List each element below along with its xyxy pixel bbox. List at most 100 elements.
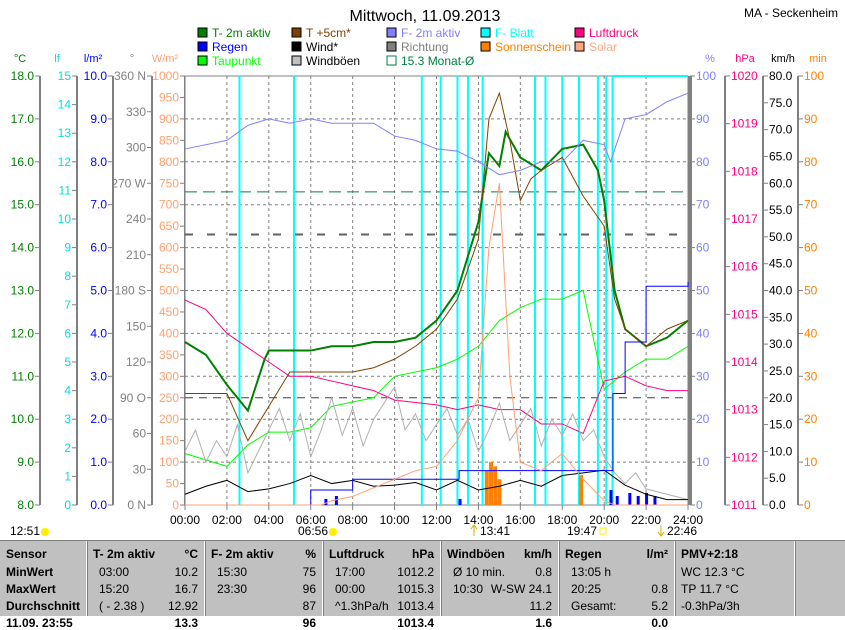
table-cell: 17:00 [335,565,366,579]
sunshine-bar [579,474,584,505]
legend-swatch [574,27,585,38]
temp-tick-label: 17.0 [11,112,35,126]
plot-frame [184,75,689,506]
table-cell: 0.0 [651,616,668,630]
wind-tick-label: 40.0 [769,284,793,298]
column-header: Regen [565,547,602,561]
sun-tick-label: 10 [804,455,818,469]
legend-swatch [386,41,397,52]
table-cell: Gesamt: [571,599,617,613]
table-cell: 15:20 [99,582,130,596]
legend-swatch [291,27,302,38]
wind-tick-label: 25.0 [769,364,793,378]
legend-label: T- 2m aktiv [212,26,271,40]
rain-tick-label: 10.0 [84,69,108,83]
sunset-time: 19:47 [567,524,597,538]
press-axis-unit: hPa [735,53,755,65]
temp-tick-label: 8.0 [17,498,34,512]
rain-tick-label: 5.0 [90,284,107,298]
sun-tick-label: 40 [804,326,818,340]
table-cell: 96 [302,616,316,630]
table-cell: 75 [302,565,316,579]
x-tick-label: 16:00 [505,513,535,527]
x-tick-label: 24:00 [673,513,703,527]
press-tick-label: 1016 [731,260,758,274]
hum-tick-label: 50 [696,284,710,298]
leaf-tick-label: 6 [64,326,71,340]
rain-bar [615,496,619,505]
solar-tick-label: 250 [159,391,179,405]
solar-tick-label: 500 [159,284,179,298]
table-cell: 1013.4 [397,616,434,630]
leaf-tick-label: 11 [59,183,72,197]
column-header: Windböen [447,547,505,561]
press-tick-label: 1014 [731,355,758,369]
axes: °C8.09.010.011.012.013.014.015.016.017.0… [11,53,827,512]
hum-tick-label: 30 [696,369,710,383]
rain-tick-label: 7.0 [90,198,107,212]
legend-swatch [291,41,302,52]
moon-time: 22:46 [667,524,697,538]
table-cell: 10.2 [174,565,198,579]
table-column: Luftdruck hPa 17:00 1012.2 00:00 1015.3 ^1.3hP… [323,541,441,630]
dir-tick-label: 330 [126,105,146,119]
column-header: T- 2m aktiv [93,547,156,561]
table-cell: TP 11.7 °C [681,582,739,596]
legend-swatch [574,41,585,52]
solar-tick-label: 150 [159,434,179,448]
wind-axis-unit: km/h [771,53,795,65]
table-cell: 15:30 [217,565,248,579]
press-tick-label: 1013 [731,403,758,417]
wind-tick-label: 60.0 [769,176,793,190]
column-unit: hPa [411,547,434,561]
legend: T- 2m aktiv T +5cm* F- 2m aktiv F- Blatt Luf… [197,26,639,68]
table-cell: 20:25 [571,582,602,596]
table-cell: W-SW 24.1 [490,582,552,596]
rain-tick-label: 6.0 [90,241,107,255]
wind-tick-label: 65.0 [769,149,793,163]
sunrise-time: 06:56 [298,524,328,538]
table-cell: 1015.3 [397,582,434,596]
table-column: PMV+2:18 WC 12.3 °C TP 11.7 °C -0.3hPa/3h [675,541,795,616]
rain-tick-label: 1.0 [90,455,107,469]
sunshine-bar [493,466,498,505]
rain-tick-label: 4.0 [90,326,107,340]
sunshine-bar [488,462,493,505]
column-unit: l/m² [646,547,668,561]
wind-tick-label: 35.0 [769,310,793,324]
series-taupunkt [184,289,689,467]
temp-tick-label: 10.0 [11,412,35,426]
dir-tick-label: 180 S [115,284,146,298]
hum-tick-label: 60 [696,241,710,255]
dir-tick-label: 120 [126,355,146,369]
weather-chart: Mittwoch, 11.09.2013 MA - Seckenheim T- … [10,6,838,538]
sun-tick-label: 80 [804,155,818,169]
legend-swatch [197,27,208,38]
rain-tick-label: 0.0 [90,498,107,512]
wind-tick-label: 75.0 [769,96,793,110]
leaf-tick-label: 12 [58,155,72,169]
hum-tick-label: 20 [696,412,710,426]
series-solar [185,183,688,506]
leaf-tick-label: 3 [64,412,71,426]
series-regen [185,281,689,506]
solar-tick-label: 350 [159,348,179,362]
table-cell: 1013.4 [397,599,434,613]
arrow-up-icon [470,524,478,536]
column-header: PMV+2:18 [681,547,739,561]
rain-bar [653,496,657,505]
temp-tick-label: 11.0 [12,369,35,383]
leaf-tick-label: 10 [58,212,72,226]
dir-tick-label: 270 W [111,176,146,190]
legend-label: F- 2m aktiv [401,26,460,40]
temp-tick-label: 15.0 [11,198,35,212]
x-tick-label: 10:00 [380,513,410,527]
press-tick-label: 1015 [731,307,758,321]
temp-tick-label: 18.0 [11,69,35,83]
rain-bar [324,499,328,505]
press-tick-label: 1012 [731,450,758,464]
sunshine-bar [497,479,502,505]
solar-tick-label: 450 [159,305,179,319]
x-tick-label: 22:00 [631,513,661,527]
legend-swatch [480,27,491,38]
